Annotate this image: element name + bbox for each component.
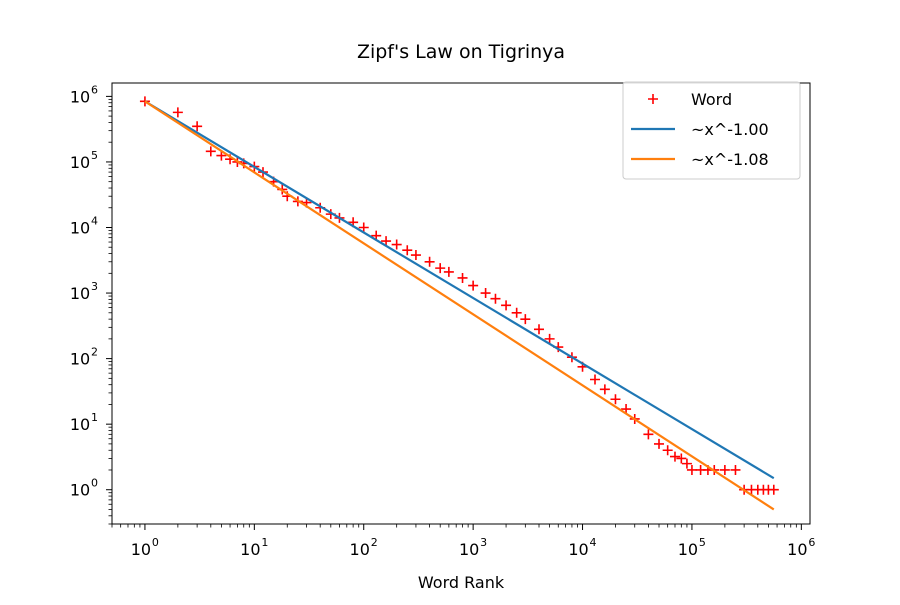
data-point-marker xyxy=(381,236,392,247)
x-tick-label: 10 xyxy=(459,540,479,559)
y-tick-exponent: 3 xyxy=(91,280,98,293)
x-tick-label: 10 xyxy=(568,540,588,559)
legend-box xyxy=(622,81,801,180)
y-tick-label: 10 xyxy=(70,350,90,369)
y-tick-label: 10 xyxy=(70,218,90,237)
data-point-marker xyxy=(172,107,183,118)
x-tick-label: 10 xyxy=(678,540,698,559)
series-layer xyxy=(139,96,779,511)
data-point-marker xyxy=(410,250,421,261)
y-tick-exponent: 4 xyxy=(91,214,98,227)
data-point-marker xyxy=(501,300,512,311)
data-point-marker xyxy=(480,288,491,299)
y-tick-label: 10 xyxy=(70,481,90,500)
legend-marker-plus xyxy=(648,94,658,104)
data-point-marker xyxy=(681,458,692,469)
data-point-marker xyxy=(730,464,741,475)
axes-layer: 10 0 10 1 10 2 10 3 10 4 10 5 10 610 010 110 210 310 410 51… xyxy=(70,82,815,559)
legend-label: ~x^-1.00 xyxy=(691,120,769,139)
data-point-marker xyxy=(511,307,522,318)
series-word-markers xyxy=(139,96,779,495)
x-tick-exponent: 3 xyxy=(480,536,487,549)
chart-title: Zipf's Law on Tigrinya xyxy=(357,41,565,63)
x-tick-exponent: 1 xyxy=(261,536,268,549)
x-tick-exponent: 6 xyxy=(808,536,815,549)
data-point-marker xyxy=(610,394,621,405)
data-point-marker xyxy=(534,324,545,335)
legend-entry: Word xyxy=(648,90,732,109)
data-point-marker xyxy=(654,438,665,449)
legend-label: Word xyxy=(691,90,732,109)
x-axis-title: Word Rank xyxy=(418,573,505,592)
data-point-marker xyxy=(643,429,654,440)
data-point-marker xyxy=(435,263,446,274)
data-point-marker xyxy=(599,384,610,395)
data-point-marker xyxy=(669,451,680,462)
data-point-marker xyxy=(662,445,673,456)
data-point-marker xyxy=(544,333,555,344)
y-tick-exponent: 2 xyxy=(91,346,98,359)
data-point-marker xyxy=(590,374,601,385)
y-tick-exponent: 1 xyxy=(91,411,98,424)
y-tick-label: 10 xyxy=(70,284,90,303)
y-tick-label: 10 xyxy=(70,87,90,106)
data-point-marker xyxy=(192,121,203,132)
x-tick-label: 10 xyxy=(240,540,260,559)
data-point-marker xyxy=(402,245,413,256)
data-point-marker xyxy=(676,453,687,464)
x-tick-exponent: 2 xyxy=(371,536,378,549)
data-point-marker xyxy=(358,222,369,233)
legend-label: ~x^-1.08 xyxy=(691,150,769,169)
x-tick-label: 10 xyxy=(787,540,807,559)
y-tick-label: 10 xyxy=(70,415,90,434)
data-point-marker xyxy=(520,314,531,325)
x-tick-label: 10 xyxy=(131,540,151,559)
x-tick-exponent: 5 xyxy=(699,536,706,549)
x-tick-exponent: 4 xyxy=(590,536,597,549)
data-point-marker xyxy=(719,464,730,475)
data-point-marker xyxy=(768,484,779,495)
series-line-2 xyxy=(144,100,775,511)
y-tick-exponent: 5 xyxy=(91,149,98,162)
data-point-marker xyxy=(686,464,697,475)
y-tick-exponent: 0 xyxy=(91,477,98,490)
x-tick-label: 10 xyxy=(350,540,370,559)
series-line-1 xyxy=(144,100,775,480)
data-point-marker xyxy=(424,256,435,267)
data-point-marker xyxy=(443,266,454,277)
legend-entry: ~x^-1.00 xyxy=(631,120,769,139)
y-tick-exponent: 6 xyxy=(91,83,98,96)
data-point-marker xyxy=(457,272,468,283)
legend: Word ~x^-1.00 ~x^-1.08 xyxy=(622,81,801,180)
legend-entry: ~x^-1.08 xyxy=(631,150,769,169)
y-tick-label: 10 xyxy=(70,153,90,172)
data-point-marker xyxy=(391,239,402,250)
x-tick-exponent: 0 xyxy=(152,536,159,549)
data-point-marker xyxy=(205,146,216,157)
data-point-marker xyxy=(490,293,501,304)
data-point-marker xyxy=(468,280,479,291)
